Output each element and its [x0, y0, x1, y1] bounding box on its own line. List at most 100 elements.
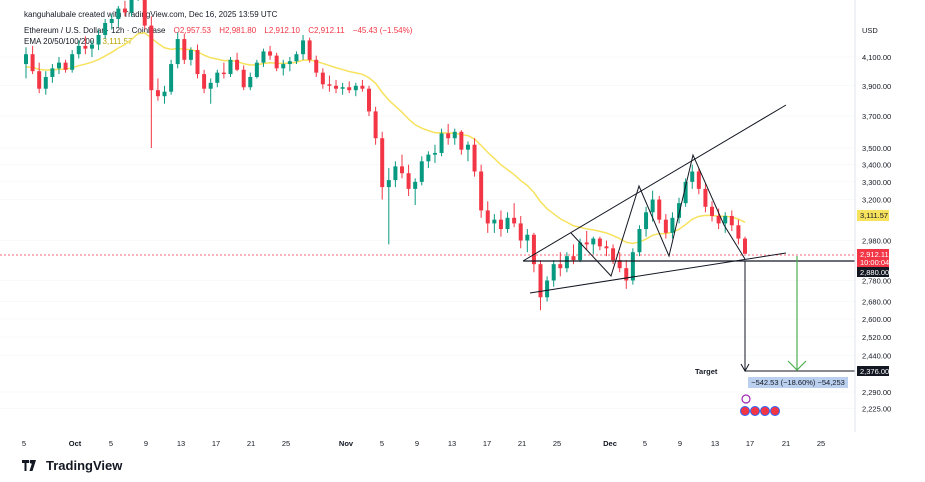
candle	[248, 72, 253, 91]
candle-body	[446, 133, 451, 139]
earnings-event-icon-2[interactable]	[750, 406, 760, 416]
candle	[340, 82, 345, 95]
candle-body	[644, 212, 649, 230]
candle-body	[215, 72, 220, 83]
candle	[545, 276, 550, 302]
candle	[604, 240, 609, 257]
candle-body	[710, 206, 715, 216]
candle	[301, 34, 306, 60]
candle	[512, 203, 517, 228]
candle-body	[611, 248, 616, 261]
price-tick-label: 3,500.00	[862, 144, 891, 153]
ohlc-high: H2,981.80	[219, 26, 257, 35]
candle	[446, 123, 451, 145]
candle-body	[630, 252, 635, 281]
svg-text:2,376.00: 2,376.00	[860, 367, 889, 376]
candle	[37, 62, 42, 94]
candle-body	[663, 219, 668, 233]
candle-body	[268, 51, 273, 56]
candle	[334, 79, 339, 94]
candle-body	[235, 59, 240, 70]
candle	[439, 128, 444, 157]
measure-text: −542.53 (−18.60%) −54,253	[751, 378, 845, 387]
earnings-event-icon-1[interactable]	[740, 406, 750, 416]
double-top-zigzag	[570, 153, 746, 277]
event-icons[interactable]	[740, 394, 780, 416]
price-tick-label: 2,600.00	[862, 315, 891, 324]
candle	[413, 178, 418, 205]
candle	[103, 19, 108, 40]
candle-body	[419, 161, 424, 182]
candle	[650, 190, 655, 222]
candle-body	[617, 260, 622, 269]
candle	[564, 252, 569, 273]
candle	[373, 106, 378, 145]
candle	[188, 47, 193, 66]
ohlc-open: O2,957.53	[173, 26, 212, 35]
candle	[465, 141, 470, 162]
candle-body	[96, 34, 101, 45]
time-tick-label: 13	[711, 439, 719, 448]
earnings-event-icon-3[interactable]	[760, 406, 770, 416]
candle	[50, 64, 55, 83]
candle-body	[320, 72, 325, 85]
candle	[169, 59, 174, 95]
candle-body	[538, 264, 543, 298]
candle-body	[696, 171, 701, 189]
candle-body	[380, 138, 385, 188]
candle	[399, 154, 404, 179]
candle	[294, 51, 299, 65]
candle-body	[274, 55, 279, 69]
candle-body	[307, 40, 312, 60]
candles-layer	[24, 0, 747, 311]
candle	[109, 13, 114, 30]
candle	[89, 40, 94, 57]
earnings-event-icon-4[interactable]	[770, 406, 780, 416]
candle	[386, 168, 391, 245]
tradingview-logo[interactable]: TradingView	[22, 458, 122, 473]
target-arrowhead	[740, 363, 750, 373]
candle-body	[281, 64, 286, 69]
candle-body	[393, 166, 398, 181]
candle-body	[83, 45, 88, 49]
candle-body	[432, 152, 437, 155]
candle-body	[472, 144, 477, 172]
time-tick-label: 25	[282, 439, 290, 448]
candle	[393, 161, 398, 188]
candle	[538, 260, 543, 311]
candle	[208, 78, 213, 104]
candle-body	[202, 74, 207, 89]
candle	[644, 206, 649, 237]
candle-body	[690, 171, 695, 182]
candle-body	[294, 54, 299, 62]
time-tick-label: 5	[643, 439, 647, 448]
candle	[696, 168, 701, 195]
candle	[70, 50, 75, 73]
price-axis[interactable]: USD 4,100.00 3,900.00 3,700.00 3,500.00 3,40…	[854, 0, 891, 432]
price-tick-label: 2,780.00	[862, 276, 891, 285]
ema-line	[25, 32, 746, 245]
candle-body	[406, 173, 411, 189]
candle	[63, 59, 68, 73]
candle-body	[314, 59, 319, 73]
dividend-event-icon[interactable]	[741, 394, 751, 404]
candle	[307, 37, 312, 63]
price-tick-label: 3,700.00	[862, 112, 891, 121]
price-tick-label: 4,100.00	[862, 53, 891, 62]
ohlc-close: C2,912.11	[308, 26, 345, 35]
candle-body	[221, 72, 226, 75]
candle-body	[683, 181, 688, 204]
time-tick-label: 9	[678, 439, 682, 448]
time-tick-label: 17	[483, 439, 491, 448]
candle-body	[703, 188, 708, 207]
time-axis[interactable]: 5 Oct 5 9 13 17 21 25 Nov 5 9 13 17 21 25 Dec 5 9 13 17 21 25	[22, 439, 825, 448]
credit-line: kanguhalubale created with TradingView.c…	[24, 10, 277, 19]
measure-arrowhead	[787, 360, 807, 371]
candle-body	[63, 62, 68, 70]
candle	[498, 210, 503, 237]
candle-body	[439, 133, 444, 153]
price-tick-label: 2,290.00	[862, 388, 891, 397]
candle-body	[301, 40, 306, 55]
time-tick-label: 21	[247, 439, 255, 448]
